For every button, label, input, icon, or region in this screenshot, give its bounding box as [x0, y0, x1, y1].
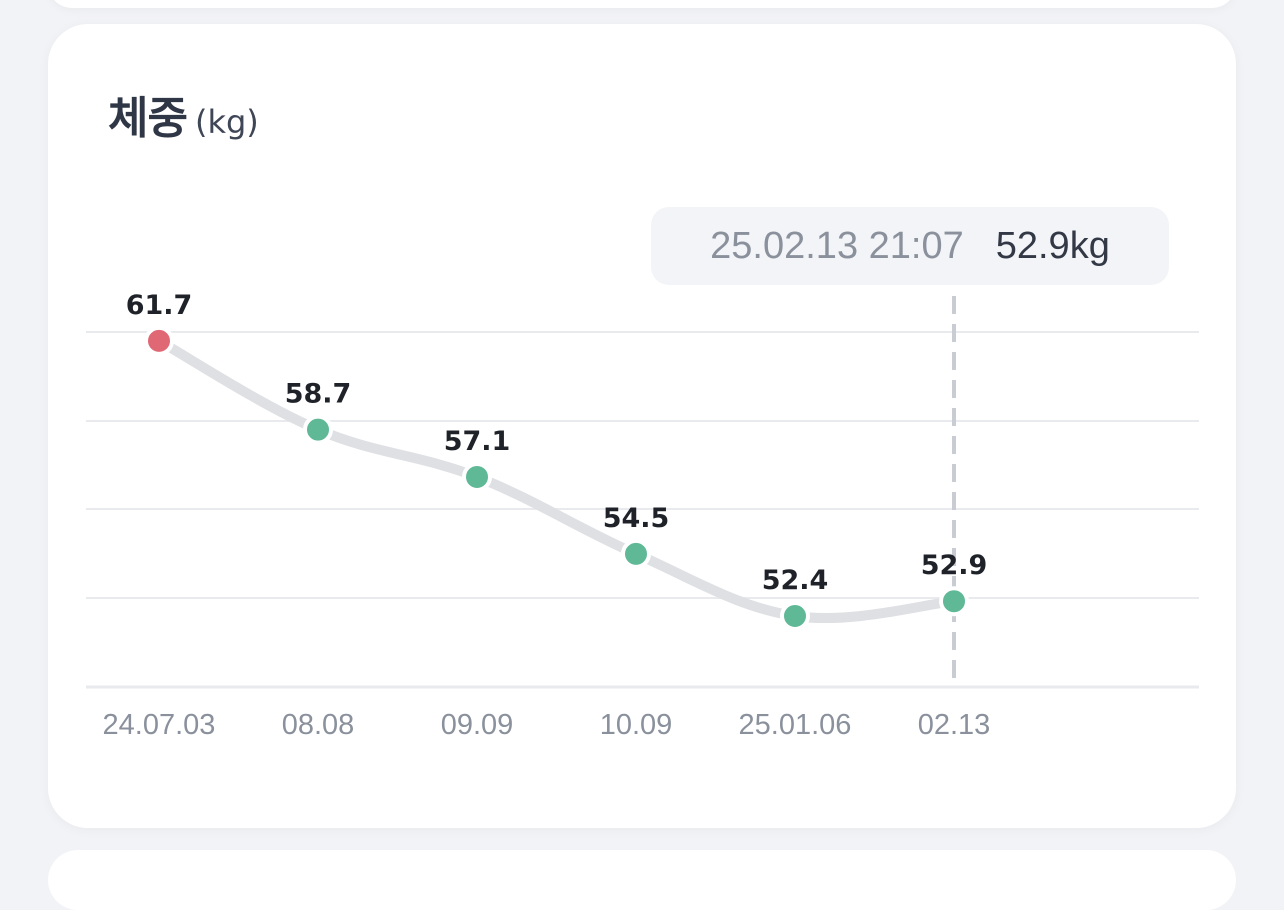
previous-card-edge — [48, 0, 1236, 8]
card-title-text: 체중 — [108, 93, 188, 144]
data-labels: 61.7 58.7 57.1 54.5 52.4 52.9 — [126, 290, 988, 596]
data-label: 61.7 — [126, 290, 193, 321]
x-axis-labels: 24.07.03 08.08 09.09 10.09 25.01.06 02.13 — [103, 709, 991, 741]
weight-series-line — [154, 335, 959, 624]
data-label: 58.7 — [285, 379, 352, 410]
x-tick-label: 24.07.03 — [103, 709, 216, 741]
tooltip-timestamp: 25.02.13 21:07 — [710, 224, 964, 267]
weight-card: 체중 (kg) 25.02.13 21:07 52.9kg — [48, 24, 1236, 828]
data-point[interactable] — [621, 538, 651, 569]
data-point-max[interactable] — [144, 325, 174, 356]
data-label: 54.5 — [603, 503, 670, 534]
card-title-unit: (kg) — [194, 103, 259, 141]
data-point[interactable] — [303, 414, 333, 445]
x-tick-label: 02.13 — [918, 709, 991, 741]
weight-line-chart[interactable]: 61.7 58.7 57.1 54.5 52.4 52.9 24.07.03 08.08 09… — [0, 0, 1284, 858]
data-points — [144, 325, 969, 631]
data-point[interactable] — [462, 461, 492, 492]
data-label: 52.9 — [921, 550, 988, 581]
selected-point-tooltip: 25.02.13 21:07 52.9kg — [651, 207, 1169, 285]
data-point[interactable] — [939, 586, 969, 617]
tooltip-value: 52.9kg — [995, 224, 1110, 267]
x-tick-label: 25.01.06 — [739, 709, 852, 741]
x-tick-label: 08.08 — [282, 709, 355, 741]
grid-lines — [86, 331, 1199, 689]
data-point[interactable] — [780, 601, 810, 631]
data-label: 57.1 — [444, 426, 511, 457]
card-title: 체중 (kg) — [108, 82, 259, 146]
next-card-edge — [48, 850, 1236, 910]
data-label: 52.4 — [762, 565, 829, 596]
x-tick-label: 09.09 — [441, 709, 514, 741]
x-tick-label: 10.09 — [600, 709, 673, 741]
